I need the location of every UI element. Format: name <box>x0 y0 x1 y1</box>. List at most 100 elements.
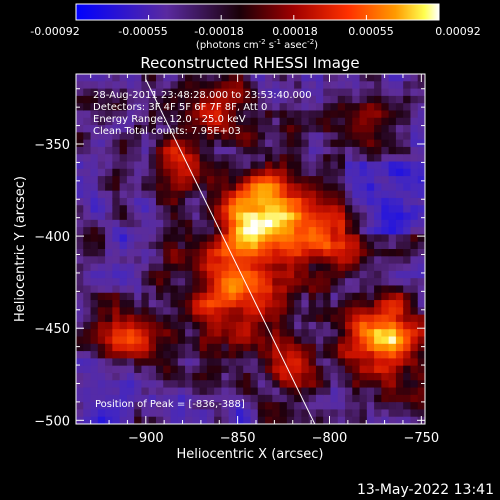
heatmap-cell <box>214 300 223 308</box>
heatmap-cell <box>381 387 390 396</box>
heatmap-cell <box>119 278 128 287</box>
plot-frame <box>75 73 426 425</box>
heatmap-cell <box>97 176 106 184</box>
heatmap-cell <box>265 292 273 301</box>
heatmap-cell <box>119 227 128 236</box>
heatmap-cell <box>410 329 419 338</box>
heatmap-cell <box>265 227 273 236</box>
heatmap-cell <box>294 285 302 294</box>
heatmap-cell <box>286 234 295 243</box>
heatmap-cell <box>323 372 332 381</box>
heatmap-cell <box>141 387 150 396</box>
heatmap-cell <box>294 117 302 126</box>
heatmap-cell <box>352 314 361 323</box>
heatmap-cell <box>112 278 121 287</box>
heatmap-cell <box>381 190 390 199</box>
heatmap-cell <box>337 197 346 206</box>
heatmap-cell <box>286 125 295 133</box>
heatmap-cell <box>163 343 172 352</box>
heatmap-cell <box>243 88 252 97</box>
heatmap-cell <box>323 81 332 90</box>
heatmap-cell <box>185 103 193 112</box>
heatmap-cell <box>214 74 223 82</box>
heatmap-cell <box>308 285 317 294</box>
heatmap-cell <box>395 321 404 330</box>
heatmap-cell <box>119 358 128 367</box>
heatmap-cell <box>315 300 324 308</box>
heatmap-cell <box>214 387 223 396</box>
heatmap-cell <box>330 176 339 184</box>
heatmap-cell <box>134 81 143 90</box>
heatmap-cell <box>359 300 368 308</box>
heatmap-cell <box>345 146 353 155</box>
heatmap-cell <box>366 74 375 82</box>
heatmap-cell <box>352 241 361 250</box>
heatmap-cell <box>381 402 390 411</box>
heatmap-cell <box>112 103 121 112</box>
heatmap-cell <box>119 394 128 403</box>
heatmap-cell <box>359 74 368 82</box>
heatmap-cell <box>185 329 193 338</box>
heatmap-cell <box>337 219 346 228</box>
heatmap-cell <box>206 176 215 184</box>
heatmap-cell <box>381 176 390 184</box>
info-detectors: Detectors: 3F 4F 5F 6F 7F 8F, Att 0 <box>93 102 267 113</box>
heatmap-cell <box>286 321 295 330</box>
heatmap-cell <box>417 409 425 418</box>
heatmap-cell <box>250 307 259 316</box>
heatmap-cell <box>294 278 302 287</box>
heatmap-cell <box>141 197 150 206</box>
heatmap-cell <box>185 256 193 265</box>
heatmap-cell <box>112 365 121 374</box>
heatmap-cell <box>330 125 339 133</box>
heatmap-cell <box>388 74 397 82</box>
heatmap-cell <box>301 292 310 301</box>
heatmap-cell <box>221 234 230 243</box>
heatmap-cell <box>206 387 215 396</box>
heatmap-cell <box>323 292 332 301</box>
heatmap-cell <box>192 300 201 308</box>
heatmap-cell <box>308 270 317 279</box>
heatmap-cell <box>403 329 412 338</box>
heatmap-cell <box>388 132 397 141</box>
heatmap-cell <box>83 110 92 119</box>
heatmap-cell <box>170 88 179 97</box>
heatmap-cell <box>170 110 179 119</box>
heatmap-cell <box>235 343 244 352</box>
heatmap-cell <box>308 241 317 250</box>
heatmap-cell <box>97 307 106 316</box>
heatmap-cell <box>395 387 404 396</box>
heatmap-cell <box>112 314 121 323</box>
heatmap-cell <box>221 343 230 352</box>
heatmap-cell <box>214 234 223 243</box>
heatmap-cell <box>243 285 252 294</box>
heatmap-cell <box>366 402 375 411</box>
heatmap-cell <box>185 321 193 330</box>
heatmap-cell <box>315 292 324 301</box>
heatmap-cell <box>170 95 179 104</box>
heatmap-cell <box>90 300 99 308</box>
heatmap-cell <box>214 110 223 119</box>
heatmap-cell <box>323 343 332 352</box>
heatmap-cell <box>185 197 193 206</box>
heatmap-cell <box>192 336 201 345</box>
heatmap-cell <box>177 409 186 418</box>
heatmap-cell <box>345 117 353 126</box>
heatmap-cell <box>177 394 186 403</box>
heatmap-cell <box>126 329 135 338</box>
heatmap-cell <box>97 95 106 104</box>
heatmap-cell <box>265 380 273 389</box>
heatmap-cell <box>185 205 193 214</box>
heatmap-cell <box>352 365 361 374</box>
heatmap-cell <box>250 351 259 359</box>
heatmap-cell <box>308 154 317 163</box>
heatmap-cell <box>272 183 281 192</box>
x-tick-label: −750 <box>403 431 439 446</box>
heatmap-cell <box>228 321 237 330</box>
heatmap-cell <box>323 161 332 170</box>
heatmap-cell <box>323 139 332 148</box>
heatmap-cell <box>315 270 324 279</box>
heatmap-cell <box>366 300 375 308</box>
heatmap-cell <box>235 270 244 279</box>
heatmap-cell <box>228 103 237 112</box>
